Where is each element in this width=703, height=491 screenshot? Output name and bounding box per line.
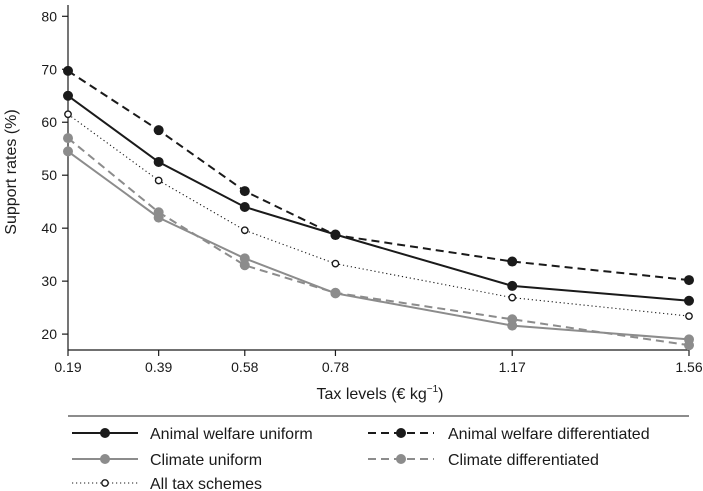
data-point	[239, 186, 250, 197]
series-1	[63, 65, 694, 286]
x-tick-label: 1.56	[675, 359, 702, 375]
series-0	[63, 90, 694, 306]
legend-marker	[101, 479, 109, 487]
legend-label: Animal welfare uniform	[150, 426, 313, 443]
y-ticks: 20 30 40 50 60 70 80	[41, 8, 68, 342]
legend-item: Animal welfare uniform	[72, 426, 313, 443]
data-point	[154, 176, 163, 185]
legend-item: Climate differentiated	[368, 452, 599, 469]
data-point	[63, 146, 73, 157]
series-line	[67, 113, 690, 317]
legend-label: Animal welfare differentiated	[448, 426, 650, 443]
data-point	[684, 295, 694, 306]
data-point	[239, 260, 250, 271]
data-point	[63, 65, 73, 76]
data-point	[507, 256, 518, 267]
y-tick-label: 60	[41, 114, 57, 130]
y-tick-label: 80	[41, 8, 57, 24]
series-line	[67, 70, 690, 282]
x-axis-title-close: )	[438, 386, 443, 403]
data-point	[684, 275, 694, 286]
y-tick-label: 40	[41, 220, 57, 236]
y-tick-label: 50	[41, 167, 57, 183]
x-tick-label: 0.58	[231, 359, 258, 375]
data-point	[330, 230, 341, 241]
data-point	[153, 156, 164, 167]
data-point	[684, 340, 694, 351]
data-point	[330, 287, 341, 298]
data-point	[240, 226, 249, 235]
data-point	[63, 133, 73, 144]
legend-marker	[396, 428, 406, 438]
series-layer	[63, 65, 694, 351]
series-2	[63, 146, 694, 345]
data-point	[64, 110, 72, 119]
series-line	[67, 137, 690, 347]
x-ticks: 0.19 0.39 0.58 0.78 1.17 1.56	[54, 350, 703, 375]
series-line	[67, 150, 690, 341]
data-point	[685, 312, 693, 320]
legend-label: Climate uniform	[150, 452, 262, 469]
data-point	[507, 280, 518, 291]
x-tick-label: 0.19	[54, 359, 81, 375]
legend-item: Climate uniform	[72, 452, 262, 469]
y-axis-title: Support rates (%)	[3, 109, 20, 234]
y-tick-label: 70	[41, 61, 57, 77]
axes	[67, 5, 689, 351]
legend-marker	[100, 454, 110, 464]
x-tick-label: 0.78	[322, 359, 349, 375]
legend-item: Animal welfare differentiated	[368, 426, 650, 443]
legend-label: Climate differentiated	[448, 452, 599, 469]
legend-marker	[100, 428, 110, 438]
legend-marker	[396, 454, 406, 464]
legend-label: All tax schemes	[150, 476, 262, 491]
data-point	[239, 253, 250, 264]
x-tick-label: 0.39	[145, 359, 172, 375]
y-tick-label: 30	[41, 273, 57, 289]
x-axis-title-main: Tax levels (€ kg	[317, 386, 427, 403]
legend: Animal welfare uniform Animal welfare dif…	[68, 415, 689, 491]
y-tick-label: 20	[41, 326, 57, 342]
data-point	[239, 201, 250, 212]
series-4	[64, 110, 693, 320]
data-point	[63, 90, 73, 101]
x-tick-label: 1.17	[499, 359, 526, 375]
legend-item: All tax schemes	[72, 476, 262, 491]
data-point	[331, 259, 340, 268]
x-axis-title: Tax levels (€ kg−1)	[317, 384, 444, 403]
data-point	[508, 293, 517, 302]
data-point	[153, 125, 164, 136]
x-axis-title-superscript: −1	[427, 384, 439, 395]
data-point	[153, 207, 164, 218]
data-point	[507, 314, 518, 325]
series-3	[63, 133, 694, 351]
series-line	[67, 94, 690, 302]
